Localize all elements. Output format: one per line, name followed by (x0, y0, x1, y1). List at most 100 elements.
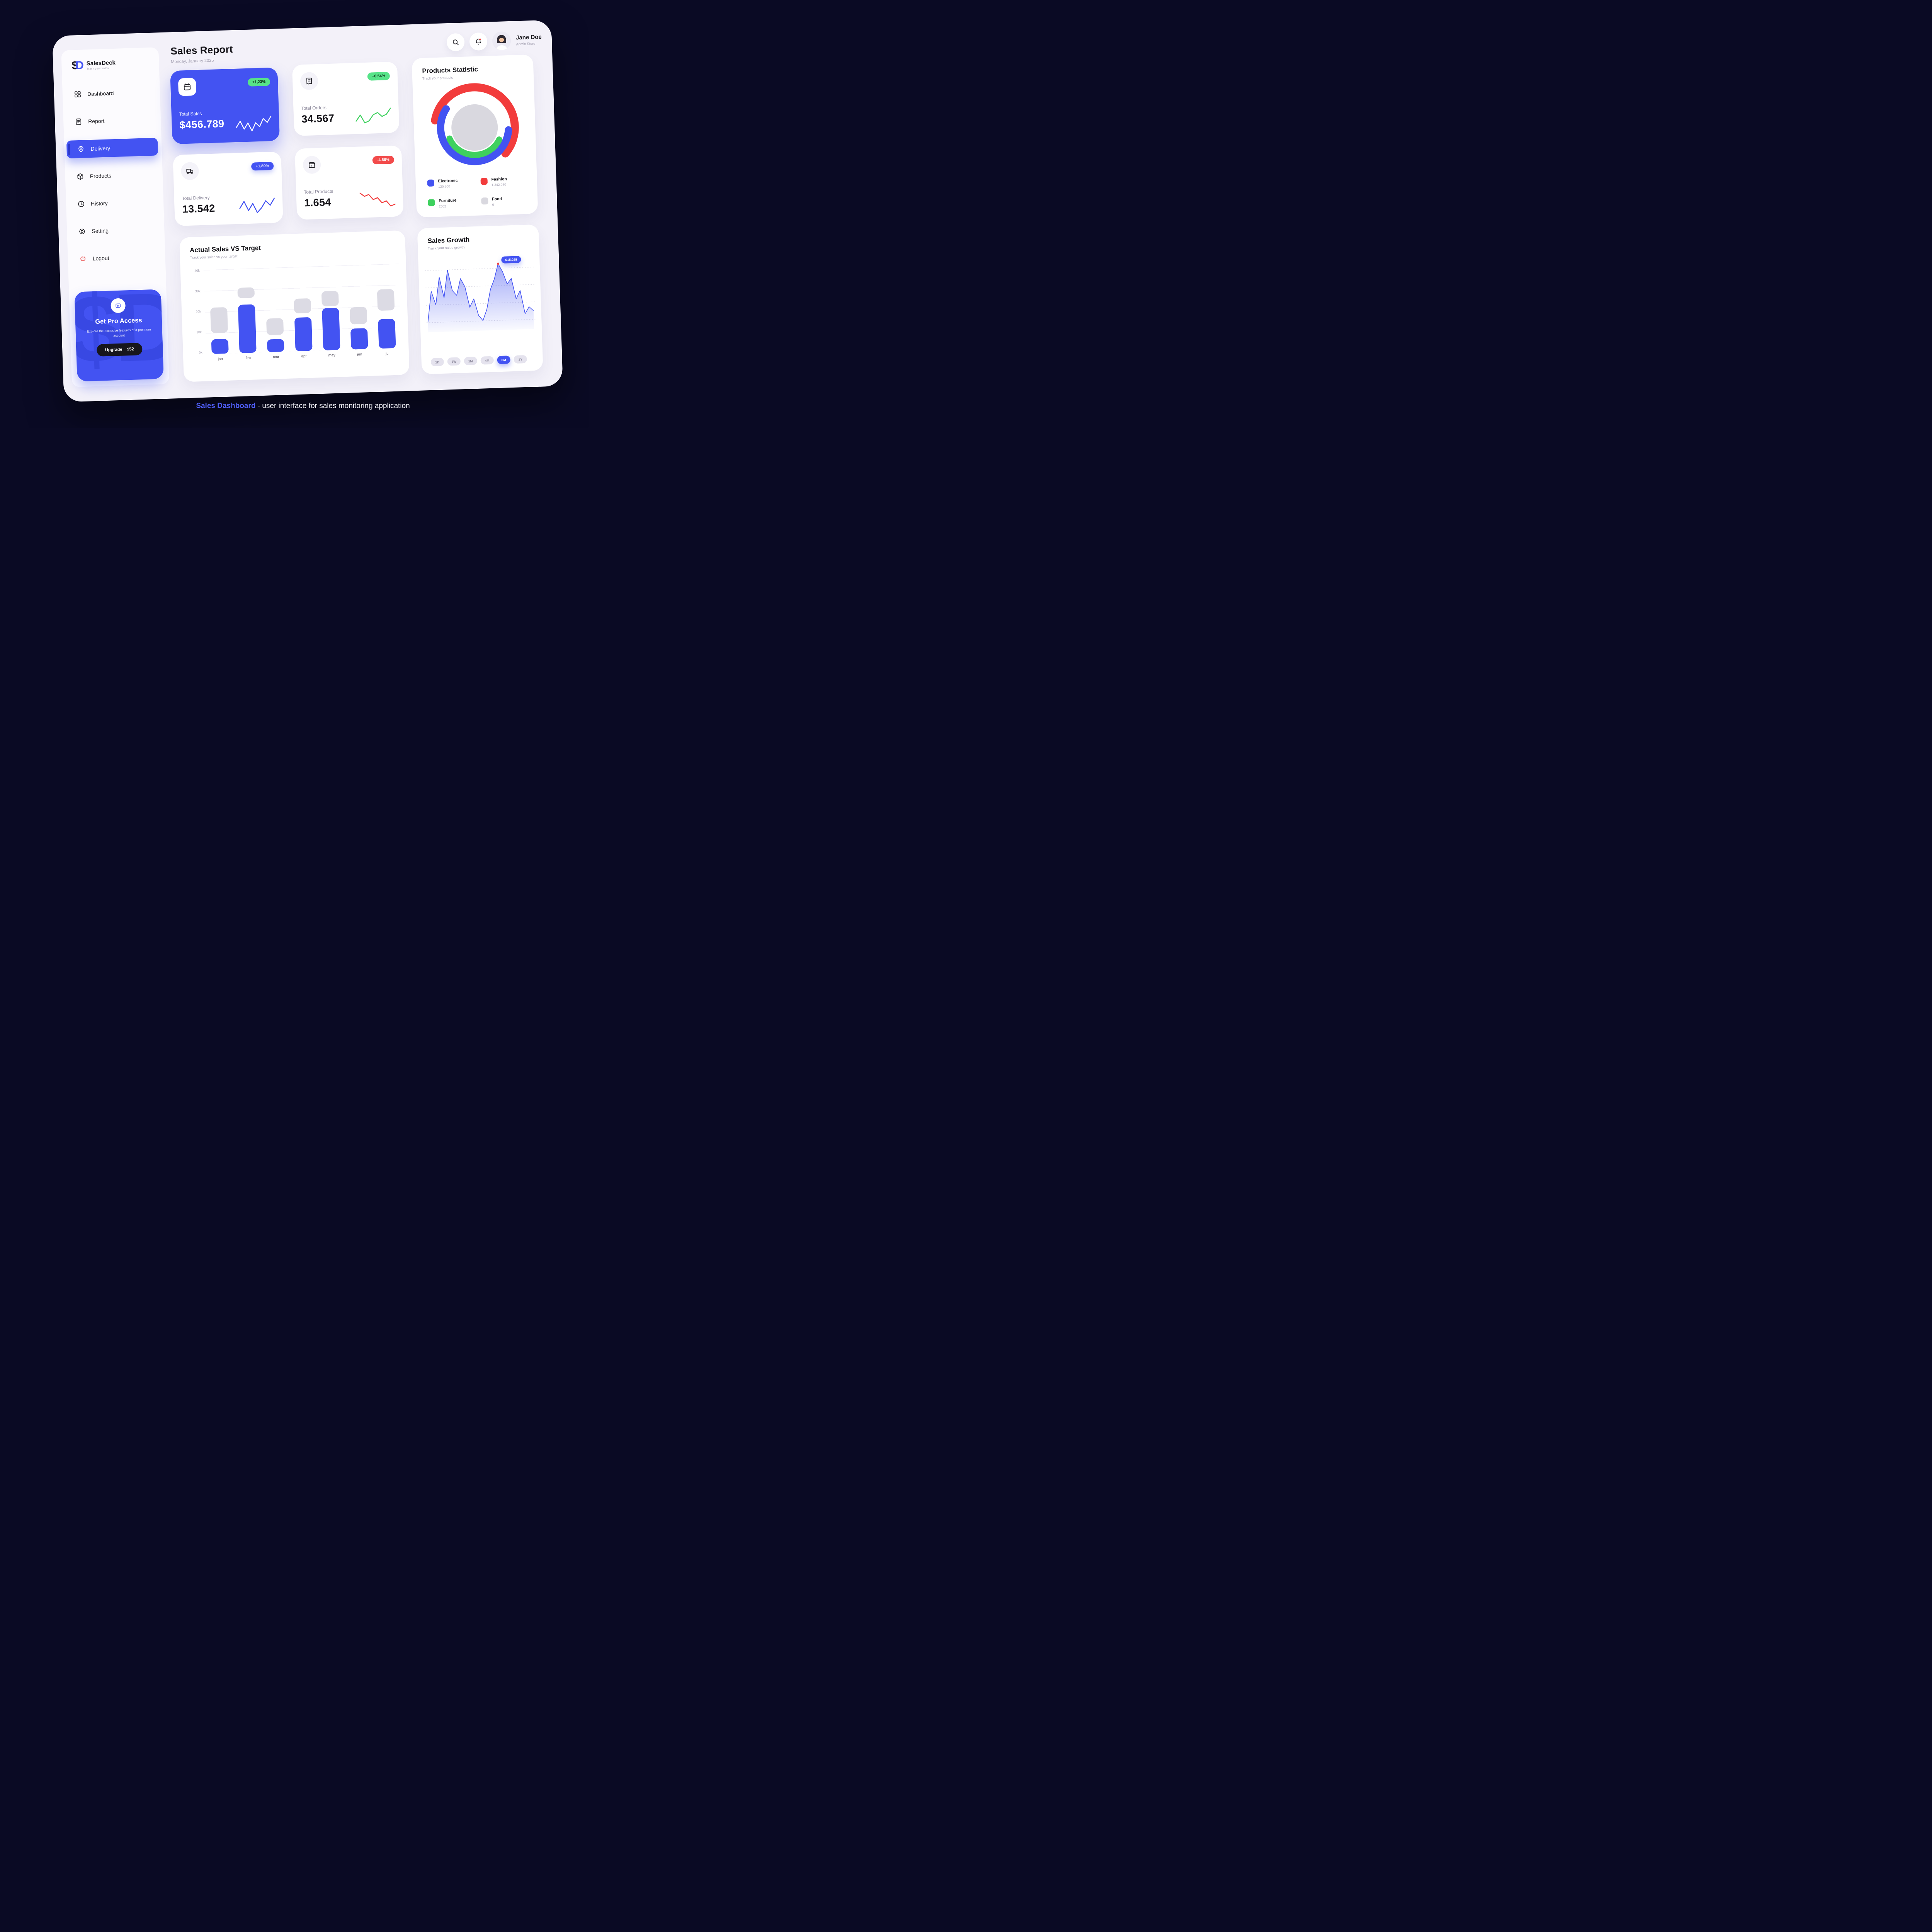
history-clock-icon (77, 200, 86, 209)
user-role: Admin Store (516, 41, 536, 46)
donut-legend: Electronic 120.500 Fashion 1.342.050 Furni… (427, 177, 508, 209)
promo-title: Get Pro Access (95, 316, 142, 325)
stat-value: $456.789 (179, 117, 224, 131)
legend-item-food: Food 0 (481, 196, 508, 207)
sidebar-item-label: Dashboard (87, 90, 114, 97)
products-statistic-card: Products Statistic Track your products E… (412, 54, 538, 218)
bar-chart: 40k 30k 20k 10k 0k (190, 264, 401, 354)
sidebar-item-label: Products (90, 172, 112, 180)
range-1m-button[interactable]: 1M (464, 357, 478, 366)
delivery-sparkline (239, 197, 275, 213)
dashboard-icon (73, 90, 82, 99)
total-orders-card: +0,54% Total Orders 34.567 (292, 61, 400, 136)
legend-swatch (481, 197, 488, 205)
logo-mark: $D (71, 59, 83, 72)
bar-plot (203, 264, 401, 354)
legend-item-fashion: Fashion 1.342.050 (480, 177, 507, 187)
caption: Sales Dashboard - user interface for sal… (0, 402, 606, 410)
range-1y-button[interactable]: 1Y (514, 355, 527, 364)
box-icon (303, 155, 321, 174)
total-sales-card: +1,23% Total Sales $456.789 (170, 67, 280, 145)
sidebar-item-report[interactable]: Report (69, 111, 156, 131)
promo-description: Explore the exclusive features of a prem… (87, 327, 151, 338)
delivery-pin-icon (77, 145, 85, 154)
dashboard-window: $D SalesDeck Track your sales Dashboard (52, 20, 563, 402)
logo-tagline: Track your sales (87, 67, 109, 71)
sidebar-item-history[interactable]: History (71, 192, 158, 213)
stat-value: 13.542 (182, 202, 216, 215)
sidebar-item-dashboard[interactable]: Dashboard (68, 83, 155, 104)
legend-item-electronic: Electronic 120.500 (427, 178, 481, 189)
search-button[interactable] (446, 33, 465, 52)
sidebar-item-label: Delivery (90, 145, 111, 152)
search-icon (452, 38, 460, 46)
stat-label: Total Products (304, 188, 333, 195)
stat-value: 1.654 (304, 196, 332, 209)
pro-access-icon (111, 298, 126, 313)
sales-sparkline (236, 116, 272, 131)
logo: $D SalesDeck Track your sales (67, 58, 154, 72)
y-axis: 40k 30k 20k 10k 0k (194, 269, 202, 355)
card-title: Products Statistic (422, 65, 478, 75)
range-1w-button[interactable]: 1W (447, 357, 461, 366)
range-1d-button[interactable]: 1D (430, 357, 444, 366)
stat-label: Total Sales (179, 111, 202, 117)
sidebar-nav: Dashboard Report Delivery (66, 83, 160, 268)
card-subtitle: Track your products (422, 75, 453, 81)
sales-growth-card: Sales Growth Track your sales growth $15… (417, 224, 543, 374)
area-chart (425, 262, 536, 333)
sidebar-item-logout[interactable]: Logout (73, 247, 160, 268)
sidebar-item-delivery[interactable]: Delivery (66, 138, 158, 159)
sidebar-item-label: Logout (92, 255, 109, 262)
user-name: Jane Doe (515, 34, 542, 41)
total-delivery-card: +1,89% Total Delivery 13.542 (173, 151, 283, 226)
status-badge: +0,54% (367, 71, 390, 81)
sidebar-item-products[interactable]: Products (70, 165, 157, 186)
legend-swatch (427, 179, 435, 187)
truck-icon (180, 162, 199, 180)
sidebar: $D SalesDeck Track your sales Dashboard (61, 47, 170, 387)
receipt-icon (300, 71, 318, 90)
bell-icon (474, 37, 483, 46)
card-subtitle: Track your sales growth (428, 245, 465, 250)
stat-label: Total Delivery (182, 195, 210, 201)
caption-highlight: Sales Dashboard (196, 402, 256, 410)
card-title: Actual Sales VS Target (189, 244, 261, 254)
cube-icon (76, 172, 85, 181)
stage: $D SalesDeck Track your sales Dashboard (0, 0, 606, 428)
sidebar-item-label: Report (88, 117, 105, 125)
donut-chart (431, 83, 519, 165)
sidebar-item-label: Setting (92, 227, 109, 235)
card-subtitle: Track your sales vs your target (190, 254, 238, 260)
chart-tooltip: $15.025 (501, 256, 521, 264)
page-date: Monday, January 2025 (171, 58, 214, 65)
status-badge: +1,89% (251, 162, 274, 171)
user-meta: Jane Doe Admin Store (516, 34, 542, 46)
stat-label: Total Orders (301, 105, 327, 111)
range-8m-button[interactable]: 8M (497, 355, 511, 364)
gear-icon (78, 227, 87, 236)
total-products-card: -4.56% Total Products 1.654 (294, 145, 404, 220)
sidebar-item-setting[interactable]: Setting (72, 220, 159, 240)
legend-swatch (428, 199, 435, 206)
avatar[interactable] (492, 31, 512, 51)
calendar-icon (178, 78, 197, 96)
report-icon (74, 117, 83, 126)
range-4m-button[interactable]: 4M (480, 356, 494, 365)
status-badge: +1,23% (247, 77, 270, 87)
orders-sparkline (355, 107, 391, 124)
sales-vs-target-card: Actual Sales VS Target Track your sales … (179, 230, 410, 382)
header-actions: Jane Doe Admin Store (446, 30, 542, 52)
page-title: Sales Report (170, 43, 233, 57)
logo-name: SalesDeck (86, 59, 116, 67)
page-head: Sales Report Monday, January 2025 (170, 43, 233, 64)
notifications-button[interactable] (469, 32, 488, 51)
caption-rest: - user interface for sales monitoring ap… (255, 402, 410, 410)
upgrade-button[interactable]: Upgrade $52 (96, 342, 143, 357)
pro-access-card: $D Get Pro Access Explore the exclusive … (74, 289, 164, 382)
time-range-buttons: 1D 1W 1M 4M 8M 1Y (430, 355, 527, 366)
upgrade-label: Upgrade (105, 347, 122, 352)
status-badge: -4.56% (372, 155, 395, 165)
upgrade-price: $52 (127, 347, 134, 352)
products-sparkline (359, 192, 396, 207)
